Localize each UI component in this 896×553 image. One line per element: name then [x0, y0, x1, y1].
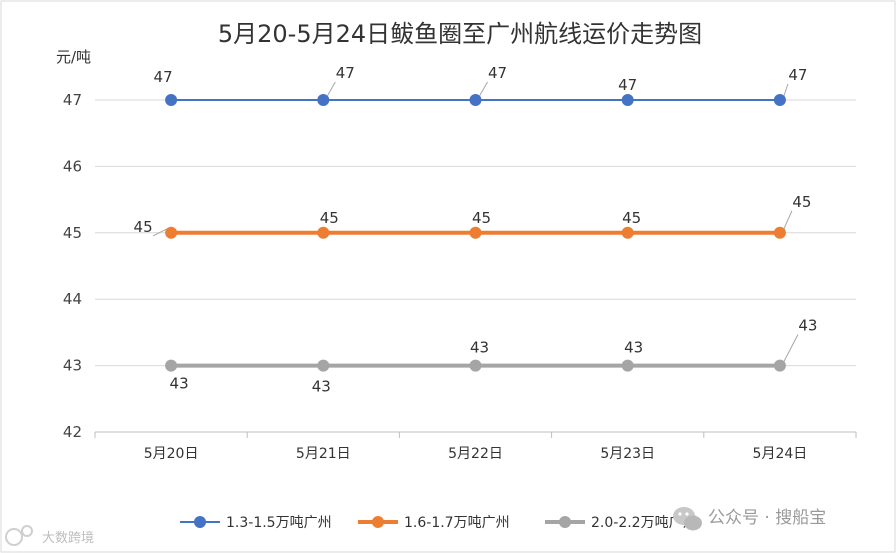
data-label: 47 [488, 64, 507, 82]
x-tick-label: 5月21日 [296, 446, 351, 462]
legend-swatch-marker [194, 516, 206, 528]
legend-swatch-marker [372, 516, 384, 528]
label-leader-line [479, 81, 488, 97]
data-labels: 47 47 47 47 47 45 45 45 45 45 43 43 43 43 43 [134, 64, 818, 396]
y-axis-unit: 元/吨 [56, 48, 91, 66]
legend-swatch-marker [559, 516, 571, 528]
data-label: 45 [134, 218, 153, 236]
legend: 1.3-1.5万吨广州 1.6-1.7万吨广州 2.0-2.2万吨广州 [180, 515, 697, 531]
data-label: 47 [154, 68, 173, 86]
data-label: 47 [336, 64, 355, 82]
data-label: 47 [788, 66, 807, 84]
corner-watermark: 大数跨境 [5, 525, 94, 546]
data-label: 43 [470, 339, 489, 357]
legend-label: 1.6-1.7万吨广州 [404, 515, 510, 531]
data-point [469, 94, 482, 106]
wechat-watermark: 公众号 · 搜船宝 [673, 507, 826, 531]
data-label: 43 [624, 339, 643, 357]
label-leader-line [326, 81, 336, 97]
x-tick-label: 5月24日 [753, 446, 808, 462]
data-label: 43 [312, 378, 331, 396]
chart-title: 5月20-5月24日鲅鱼圈至广州航线运价走势图 [218, 20, 702, 48]
data-point [773, 94, 786, 106]
x-tick-label: 5月20日 [144, 446, 199, 462]
data-point [621, 359, 634, 372]
data-point [773, 226, 786, 239]
data-point [469, 226, 482, 239]
data-label: 43 [798, 317, 817, 335]
label-leader-line [783, 83, 789, 97]
data-point [165, 359, 178, 372]
label-leader-line [152, 228, 168, 237]
legend-label: 2.0-2.2万吨广州 [591, 515, 697, 531]
legend-label: 1.3-1.5万吨广州 [226, 515, 332, 531]
data-point [469, 359, 482, 372]
data-label: 45 [472, 209, 491, 227]
wechat-watermark-text: 公众号 · 搜船宝 [708, 508, 826, 528]
series-layer [165, 94, 786, 372]
y-tick-label: 43 [63, 357, 82, 375]
x-axis: 5月20日 5月21日 5月22日 5月23日 5月24日 [94, 432, 857, 462]
data-point [317, 226, 330, 239]
y-tick-label: 45 [63, 224, 82, 242]
y-tick-label: 44 [63, 290, 82, 308]
data-point [165, 226, 178, 239]
data-point [317, 94, 330, 106]
y-tick-label: 42 [63, 423, 82, 441]
brand-logo-icon [5, 525, 33, 546]
label-leader-line [783, 334, 799, 362]
label-leader-line [783, 210, 793, 230]
wechat-icon [673, 507, 702, 531]
x-tick-label: 5月23日 [600, 446, 655, 462]
data-label: 45 [320, 209, 339, 227]
data-point [773, 359, 786, 372]
y-tick-label: 46 [63, 157, 82, 175]
data-point [317, 359, 330, 372]
corner-watermark-text: 大数跨境 [42, 531, 94, 546]
data-label: 45 [622, 209, 641, 227]
data-point [621, 94, 634, 106]
data-point [621, 226, 634, 239]
x-tick-label: 5月22日 [448, 446, 503, 462]
data-label: 47 [618, 76, 637, 94]
data-label: 43 [170, 375, 189, 393]
data-point [165, 94, 178, 106]
data-label: 45 [792, 193, 811, 211]
y-tick-label: 47 [63, 91, 82, 109]
y-axis-ticks: 42 43 44 45 46 47 [63, 91, 82, 441]
